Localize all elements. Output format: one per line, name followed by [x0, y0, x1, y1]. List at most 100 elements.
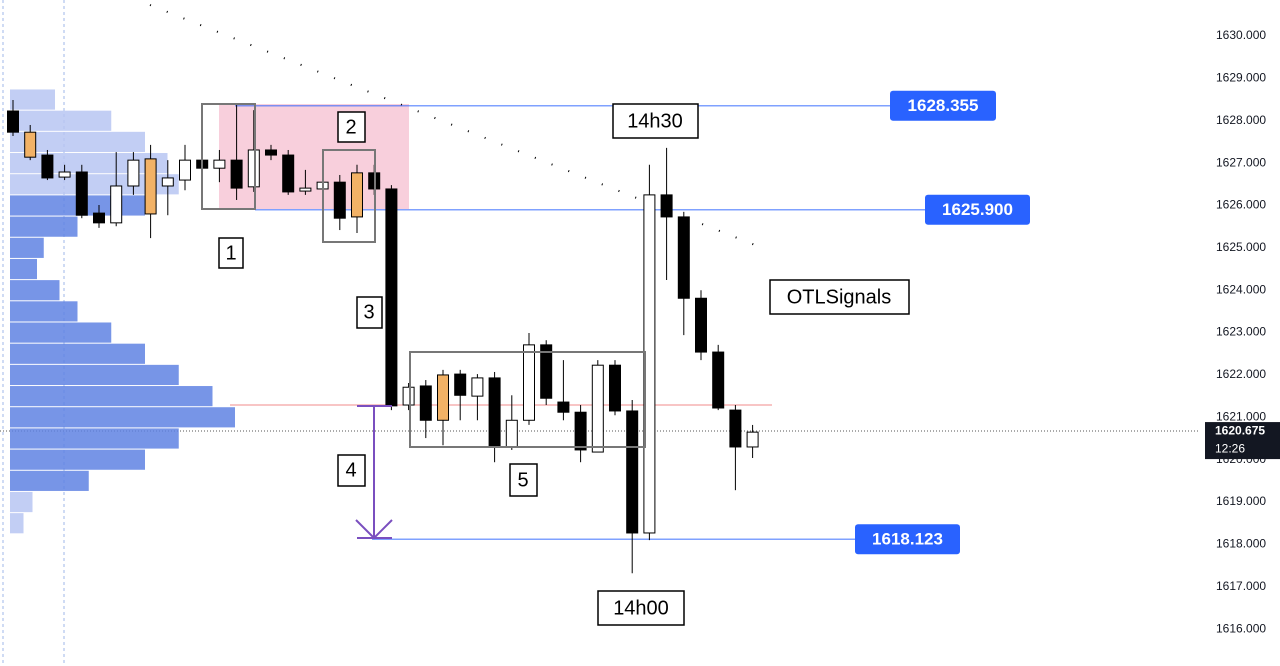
candle-body [282, 154, 295, 193]
countdown: 12:26 [1215, 441, 1245, 455]
profile-bar [10, 343, 145, 364]
annotation: 14h30 [627, 110, 683, 132]
candle-body [247, 149, 260, 188]
y-tick-label: 1629.000 [1216, 71, 1266, 85]
price-label: 1628.355 [908, 96, 979, 115]
box-2 [322, 149, 376, 243]
candle-body [677, 216, 690, 299]
profile-bar [10, 110, 112, 131]
candle-body [591, 364, 604, 453]
candle-body [712, 351, 725, 409]
annotation-box [769, 279, 910, 315]
profile-bar [10, 322, 112, 343]
y-tick-label: 1621.000 [1216, 409, 1266, 423]
candle-body [643, 194, 656, 534]
annotation-box [597, 590, 685, 626]
candle-body [488, 377, 501, 448]
candle-body [557, 401, 570, 413]
candle-body [729, 409, 742, 448]
candle-body [437, 374, 449, 421]
price-axis: 1616.0001617.0001618.0001619.0001620.000… [1200, 0, 1280, 666]
candle-body [93, 212, 105, 224]
profile-bar [10, 470, 89, 491]
profile-bar [10, 280, 60, 301]
profile-bar [10, 301, 78, 322]
annotation: OTLSignals [787, 286, 892, 308]
y-tick-label: 1617.000 [1216, 579, 1266, 593]
profile-bar [10, 386, 213, 407]
price-label-box [925, 194, 1030, 225]
supply-zone [219, 104, 409, 209]
candle-body [75, 171, 88, 216]
profile-bar [10, 216, 78, 237]
price-label-box [855, 524, 960, 555]
candles [7, 99, 759, 574]
profile-bar [10, 89, 55, 110]
annotation: 14h00 [613, 597, 669, 619]
annotation-box [337, 111, 366, 143]
last-price-label: 1620.675 [1215, 423, 1265, 437]
annotation-box [337, 454, 366, 487]
box-1 [201, 103, 256, 210]
candle-body [505, 419, 518, 448]
profile-bar [10, 449, 145, 470]
candle-body [7, 110, 19, 133]
candle-body [540, 344, 553, 399]
candle-body [695, 297, 707, 353]
price-label-box [890, 90, 996, 121]
candle-body [419, 385, 432, 421]
y-tick-label: 1623.000 [1216, 325, 1266, 339]
annotation: 1 [225, 242, 236, 264]
candle-body [179, 159, 191, 181]
candle-body [24, 131, 37, 158]
candle-body [110, 185, 123, 224]
y-tick-label: 1626.000 [1216, 198, 1266, 212]
profile-bar [10, 364, 179, 386]
candle-body [230, 159, 243, 189]
profile-bar [10, 428, 179, 449]
candle-body [265, 149, 277, 156]
candle-body [127, 159, 140, 187]
y-tick-label: 1624.000 [1216, 282, 1266, 296]
price-label: 1625.900 [942, 200, 1013, 219]
candle-body [299, 187, 312, 192]
candle-body [351, 172, 363, 218]
annotation-box [509, 463, 538, 497]
candle-body [471, 377, 484, 397]
candle-body [660, 194, 673, 218]
y-tick-label: 1627.000 [1216, 155, 1266, 169]
y-tick-label: 1616.000 [1216, 621, 1266, 635]
price-lines: 1628.355 1625.900 1618.123 [235, 90, 1030, 555]
y-tick-label: 1625.000 [1216, 240, 1266, 254]
y-tick-label: 1628.000 [1216, 113, 1266, 127]
candle-body [402, 386, 415, 406]
last-price-tag [1205, 422, 1280, 460]
candle-body [746, 431, 759, 448]
y-tick-label: 1622.000 [1216, 367, 1266, 381]
profile-bar [10, 237, 44, 258]
annotation-box [218, 237, 244, 269]
candle-body [454, 373, 467, 396]
annotations: 1 2 3 4 5 14h30 14h00 OTLSignals [201, 103, 910, 626]
axis-background [1200, 0, 1280, 666]
candle-body [626, 410, 639, 534]
annotation: 2 [345, 116, 356, 138]
profile-bar [10, 407, 235, 428]
y-tick-label: 1619.000 [1216, 494, 1266, 508]
candle-body [213, 159, 226, 169]
price-label: 1618.123 [872, 530, 943, 549]
background [0, 0, 1205, 666]
profile-bar [10, 513, 24, 534]
candle-body [333, 181, 346, 219]
annotation: 3 [363, 301, 374, 323]
annotation-box [612, 103, 699, 139]
candle-body [609, 364, 621, 412]
candle-body [161, 177, 174, 187]
candle-body [144, 158, 157, 215]
annotation-box [356, 296, 383, 329]
trend-line [149, 4, 756, 246]
annotation: 5 [517, 469, 528, 491]
candle-body [58, 171, 71, 178]
y-tick-label: 1630.000 [1216, 28, 1266, 42]
